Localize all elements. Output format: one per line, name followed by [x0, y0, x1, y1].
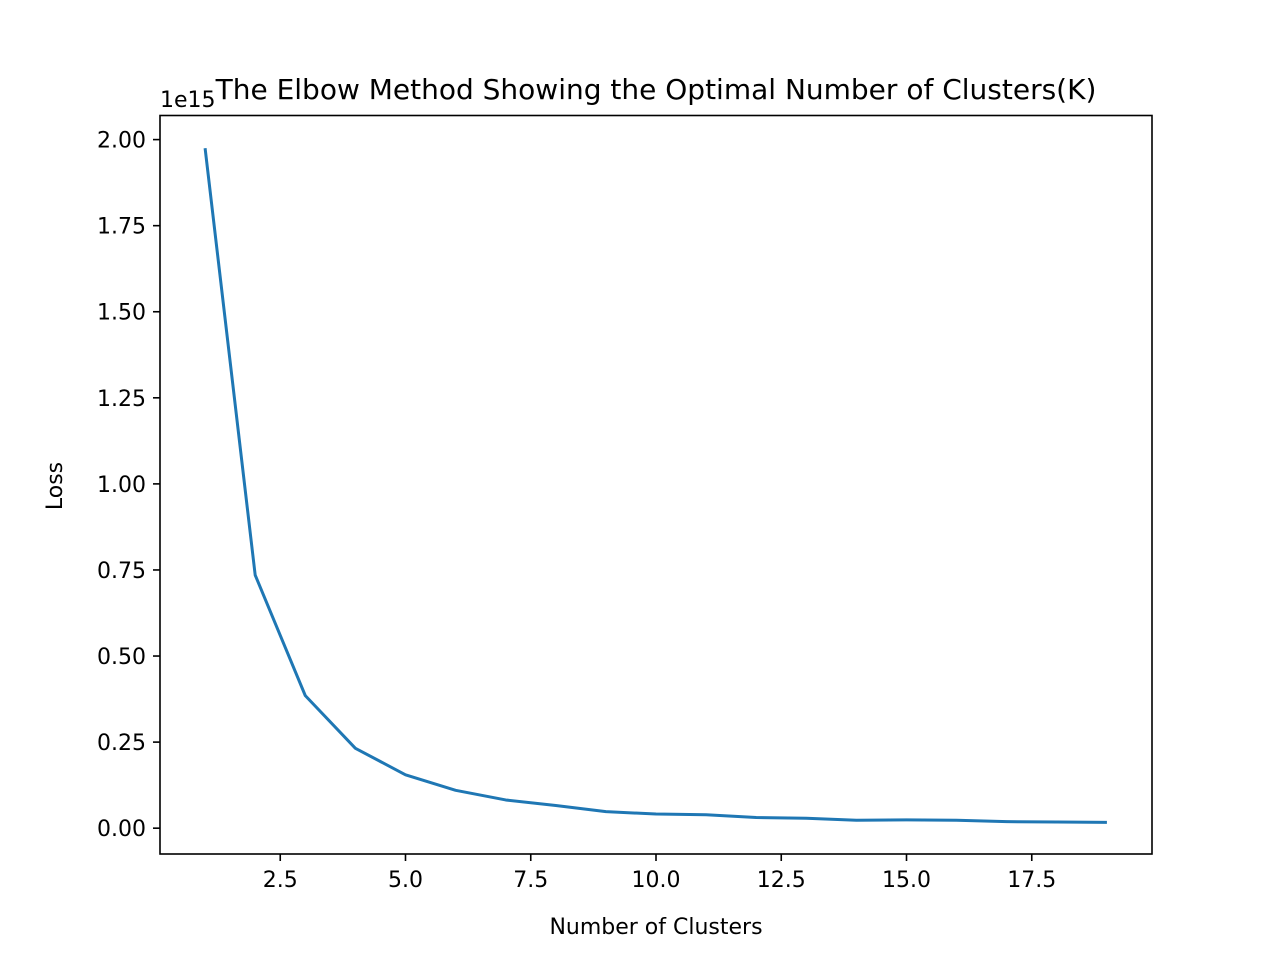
- chart-title: The Elbow Method Showing the Optimal Num…: [215, 73, 1097, 106]
- y-tick-label: 1.50: [97, 301, 146, 326]
- data-point: [655, 813, 658, 816]
- x-tick-label: 15.0: [882, 868, 931, 893]
- axis-ticks-group: 2.5 5.0 7.5 10.0 12.5 15.0 17.5 0.00 0.25 0.50 0.7…: [97, 129, 1056, 893]
- y-tick-label: 1.00: [97, 473, 146, 498]
- x-tick-label: 17.5: [1007, 868, 1056, 893]
- x-tick-label: 10.0: [632, 868, 681, 893]
- y-tick-label: 0.00: [97, 817, 146, 842]
- x-tick-label: 12.5: [757, 868, 806, 893]
- data-point: [1005, 820, 1008, 823]
- data-point: [404, 773, 407, 776]
- y-axis-offset-label: 1e15: [160, 88, 216, 113]
- series-group: [203, 147, 1108, 824]
- data-point: [254, 574, 257, 577]
- y-tick-label: 0.25: [97, 731, 146, 756]
- data-point: [705, 813, 708, 816]
- data-point: [905, 818, 908, 821]
- data-point: [1055, 820, 1058, 823]
- y-tick-label: 1.25: [97, 387, 146, 412]
- y-tick-label: 1.75: [97, 215, 146, 240]
- data-point: [554, 804, 557, 807]
- x-axis-title: Number of Clusters: [549, 915, 762, 940]
- plot-area-frame: [159, 114, 1153, 855]
- data-point: [454, 789, 457, 792]
- y-tick-label: 0.50: [97, 645, 146, 670]
- data-point: [354, 747, 357, 750]
- y-axis-title: Loss: [43, 462, 68, 510]
- data-point: [204, 147, 207, 150]
- data-point: [504, 798, 507, 801]
- data-point: [604, 810, 607, 813]
- series-line-0: [203, 148, 1107, 824]
- x-tick-label: 5.0: [388, 868, 423, 893]
- data-point: [1105, 821, 1108, 824]
- data-point: [955, 819, 958, 822]
- x-tick-label: 7.5: [513, 868, 548, 893]
- y-tick-label: 2.00: [97, 129, 146, 154]
- data-point: [805, 817, 808, 820]
- data-point: [304, 694, 307, 697]
- y-tick-label: 0.75: [97, 559, 146, 584]
- x-tick-label: 2.5: [263, 868, 298, 893]
- data-point: [755, 816, 758, 819]
- data-point: [855, 819, 858, 822]
